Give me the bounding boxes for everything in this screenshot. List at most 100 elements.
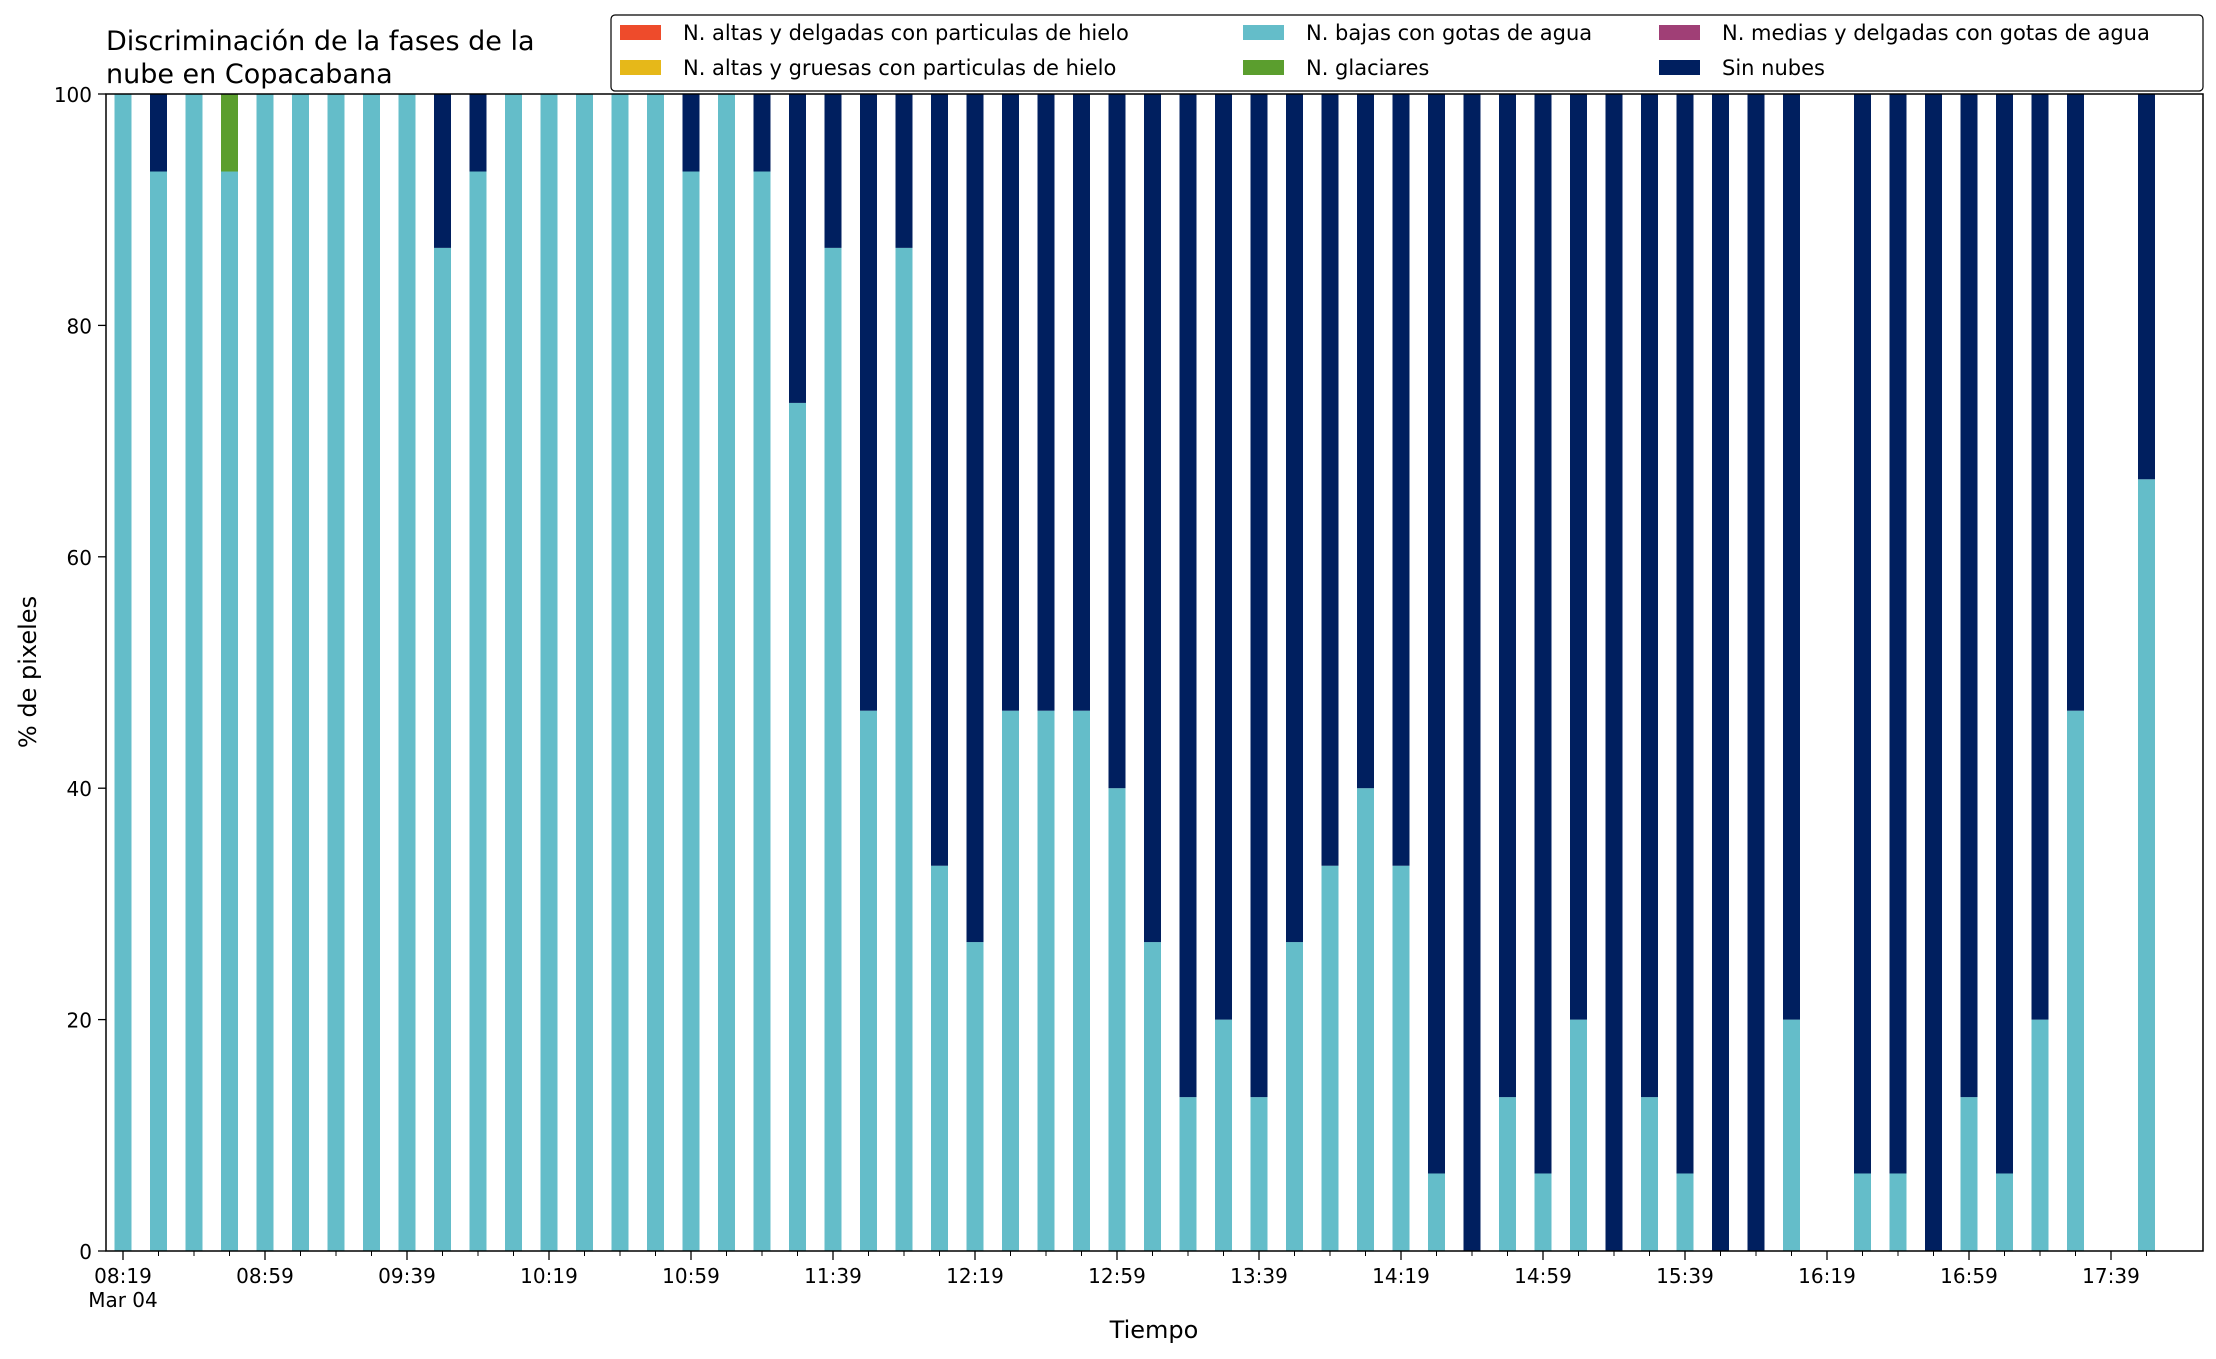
bar-segment: [895, 94, 913, 248]
x-axis-label: Tiempo: [1109, 1316, 1199, 1344]
bar-segment: [2138, 479, 2155, 1251]
bar-segment: [1321, 94, 1339, 866]
bar-segment: [327, 94, 345, 1251]
bar-segment: [1605, 94, 1623, 1251]
legend: N. altas y delgadas con particulas de hi…: [610, 14, 2204, 92]
bar-segment: [434, 247, 451, 1251]
bar-segment: [1960, 94, 1978, 1098]
y-tick-label: 40: [67, 777, 92, 801]
legend-label: N. medias y delgadas con gotas de agua: [1722, 21, 2150, 45]
bar-segment: [682, 94, 700, 172]
x-tick-label: 15:39: [1656, 1264, 1714, 1288]
legend-swatch: [1659, 25, 1700, 40]
bar-segment: [1996, 1173, 2013, 1251]
bar-segment: [1889, 1173, 1907, 1251]
y-tick-label: 0: [79, 1240, 92, 1264]
bar-segment: [860, 710, 877, 1251]
bar-segment: [1712, 94, 1729, 1251]
bar-segment: [1073, 710, 1090, 1251]
bar-segment: [1783, 1019, 1800, 1251]
x-tick-label: 17:39: [2082, 1264, 2140, 1288]
legend-swatch: [1243, 25, 1284, 40]
bar-segment: [505, 94, 522, 1251]
bar-segment: [824, 247, 842, 1251]
axes-layer: 0 20 40 60 80 100 08:19 08:59 09:39 10:19 10:59 11:…: [54, 83, 2147, 1312]
bar-segment: [363, 94, 380, 1251]
legend-swatch: [620, 60, 661, 75]
x-tick-label: 16:59: [1940, 1264, 1998, 1288]
bar-segment: [682, 171, 700, 1251]
bar-segment: [1534, 94, 1552, 1174]
bar-segment: [114, 94, 132, 1251]
bar-segment: [185, 94, 203, 1251]
bars-layer: [114, 94, 2155, 1251]
plot-frame: [105, 93, 2204, 1252]
bar-segment: [1499, 1097, 1516, 1251]
legend-items: N. altas y delgadas con particulas de hi…: [620, 21, 2150, 80]
bar-segment: [1960, 1097, 1978, 1251]
bar-segment: [150, 171, 167, 1251]
bar-segment: [1747, 94, 1765, 1251]
bar-segment: [1321, 865, 1339, 1251]
bar-segment: [2031, 1019, 2049, 1251]
bar-segment: [753, 171, 771, 1251]
bar-segment: [1925, 94, 1942, 1251]
bar-segment: [150, 94, 167, 172]
bar-segment: [1179, 94, 1197, 1098]
bar-segment: [1286, 94, 1303, 943]
bar-segment: [860, 94, 877, 711]
bar-segment: [469, 94, 487, 172]
y-axis-label: % de pixeles: [14, 596, 42, 748]
legend-swatch: [1243, 60, 1284, 75]
bar-segment: [221, 94, 238, 172]
x-tick-label: 13:39: [1230, 1264, 1288, 1288]
bar-segment: [292, 94, 309, 1251]
bar-segment: [1215, 1019, 1232, 1251]
bar-segment: [2138, 94, 2155, 480]
bar-segment: [1428, 94, 1445, 1174]
x-tick-label: 16:19: [1798, 1264, 1856, 1288]
bar-segment: [1392, 865, 1410, 1251]
bar-segment: [434, 94, 451, 248]
bar-segment: [1073, 94, 1090, 711]
bar-segment: [469, 171, 487, 1251]
legend-label: Sin nubes: [1722, 56, 1825, 80]
bar-segment: [1002, 94, 1019, 711]
bar-segment: [1570, 94, 1587, 1020]
x-tick-label: 10:19: [520, 1264, 578, 1288]
bar-segment: [789, 402, 806, 1251]
bar-segment: [1002, 710, 1019, 1251]
y-tick-label: 20: [67, 1009, 92, 1033]
bar-segment: [1499, 94, 1516, 1098]
chart-title-line-2: nube en Copacabana: [106, 59, 393, 90]
bar-segment: [1108, 788, 1126, 1251]
legend-label: N. altas y gruesas con particulas de hie…: [683, 56, 1116, 80]
bar-segment: [1108, 94, 1126, 789]
bar-segment: [1357, 788, 1374, 1251]
bar-segment: [1676, 94, 1694, 1174]
legend-frame: [610, 14, 2204, 92]
x-tick-label: 11:39: [804, 1264, 862, 1288]
legend-label: N. bajas con gotas de agua: [1306, 21, 1592, 45]
x-tick-label: 10:59: [662, 1264, 720, 1288]
bar-segment: [2031, 94, 2049, 1020]
bar-segment: [1534, 1173, 1552, 1251]
bar-segment: [1463, 94, 1481, 1251]
x-tick-label: 14:19: [1372, 1264, 1430, 1288]
bar-segment: [1357, 94, 1374, 789]
bar-segment: [540, 94, 558, 1251]
bar-segment: [1250, 1097, 1268, 1251]
bar-segment: [1996, 94, 2013, 1174]
bar-segment: [1854, 94, 1871, 1174]
bar-segment: [1250, 94, 1268, 1098]
bar-segment: [1783, 94, 1800, 1020]
bar-segment: [1676, 1173, 1694, 1251]
bar-segment: [1215, 94, 1232, 1020]
x-tick-label: 08:19: [94, 1264, 152, 1288]
bar-segment: [718, 94, 735, 1251]
chart-title-line-1: Discriminación de la fases de la: [106, 26, 535, 57]
bar-segment: [1570, 1019, 1587, 1251]
bar-segment: [1286, 942, 1303, 1251]
